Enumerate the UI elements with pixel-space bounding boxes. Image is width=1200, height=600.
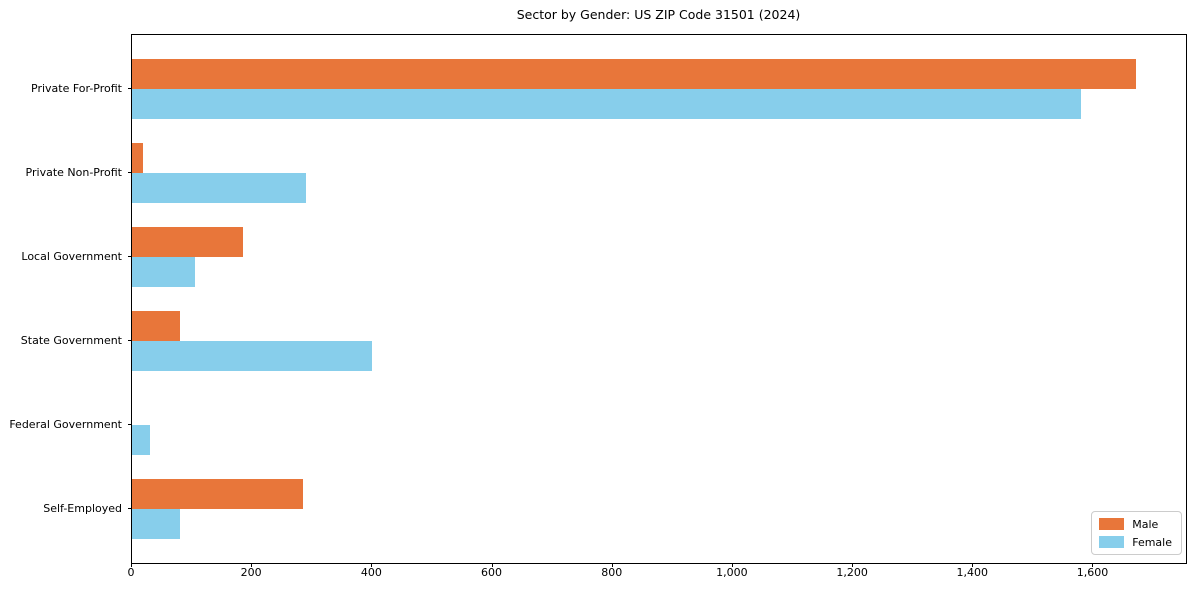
xtick-label: 800: [601, 566, 623, 579]
ytick-label: Local Government: [21, 249, 122, 263]
bar-male-1: [132, 59, 1136, 89]
xtick-label: 1,000: [716, 566, 748, 579]
xtick-mark: [251, 563, 253, 567]
xtick-mark: [371, 563, 373, 567]
bar-male-2: [132, 143, 143, 173]
ytick-label: Self-Employed: [43, 501, 122, 515]
xtick-mark: [131, 563, 132, 567]
ytick-mark: [128, 508, 132, 509]
xtick-mark: [1092, 563, 1094, 567]
ytick-mark: [128, 172, 132, 173]
bar-female-6: [132, 509, 180, 539]
plot-area: Male Female: [131, 34, 1187, 564]
bar-male-4: [132, 311, 180, 341]
xtick-mark: [972, 563, 974, 567]
ytick-mark: [128, 256, 132, 257]
bar-female-4: [132, 341, 372, 371]
legend: Male Female: [1091, 511, 1182, 555]
xtick-mark: [731, 563, 733, 567]
xtick-label: 1,400: [956, 566, 989, 579]
bar-female-1: [132, 89, 1081, 119]
ytick-mark: [128, 88, 132, 89]
xtick-label: 400: [360, 566, 382, 579]
bar-male-3: [132, 227, 243, 257]
legend-item-male: Male: [1099, 518, 1172, 530]
xtick-label: 600: [481, 566, 503, 579]
ytick-label: Private For-Profit: [31, 81, 122, 95]
ytick-mark: [128, 424, 132, 425]
ytick-label: Federal Government: [9, 417, 122, 431]
ytick-label: State Government: [20, 333, 122, 347]
bar-male-6: [132, 479, 303, 509]
xtick-mark: [611, 563, 613, 567]
legend-label: Female: [1132, 535, 1172, 549]
legend-swatch-male: [1099, 518, 1125, 530]
xtick-label: 200: [240, 566, 262, 579]
xtick-mark: [852, 563, 854, 567]
bar-female-2: [132, 173, 306, 203]
xtick-label: 1,600: [1076, 566, 1109, 579]
legend-item-female: Female: [1099, 536, 1172, 548]
legend-swatch-female: [1099, 536, 1125, 548]
ytick-mark: [128, 340, 132, 341]
chart-title: Sector by Gender: US ZIP Code 31501 (202…: [516, 7, 801, 22]
ytick-label: Private Non-Profit: [25, 165, 122, 179]
bar-female-5: [132, 425, 150, 455]
xtick-label: 1,200: [836, 566, 868, 579]
xtick-label: 0: [127, 566, 135, 579]
xtick-mark: [491, 563, 493, 567]
bar-female-3: [132, 257, 195, 287]
legend-label: Male: [1132, 517, 1159, 531]
